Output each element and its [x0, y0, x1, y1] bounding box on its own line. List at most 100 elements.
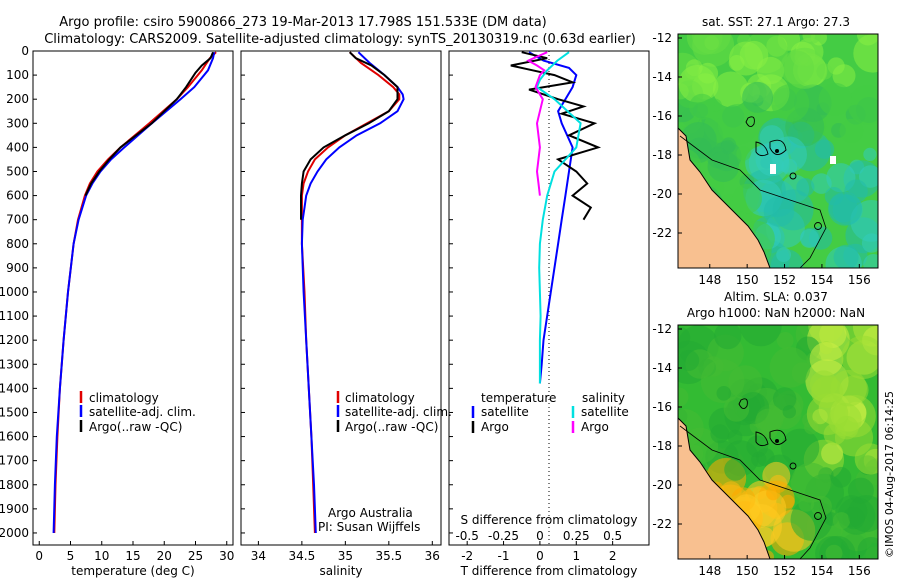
depth-tick-label: 500 — [6, 164, 29, 178]
lat-tick-label: -12 — [652, 31, 672, 45]
sla-shelf-contour — [679, 425, 827, 559]
series-satellite-adj-clim — [52, 51, 216, 534]
field-cell — [770, 136, 807, 173]
lat-tick-label: -14 — [652, 361, 672, 375]
legend-title-temperature: temperature — [481, 391, 556, 405]
field-cell — [776, 332, 794, 349]
field-cell — [832, 64, 856, 88]
field-cell — [853, 34, 878, 73]
x-tick-label: 5 — [67, 549, 75, 563]
lon-tick-label: 154 — [810, 273, 833, 287]
field-cell — [854, 443, 878, 475]
salinity-legend-argo: Argo(..raw -QC) — [345, 420, 438, 434]
field-cell — [828, 402, 862, 437]
depth-tick-label: 700 — [6, 213, 29, 227]
sst-gap-2 — [830, 156, 836, 164]
argo-position-sst — [775, 149, 779, 153]
field-cell — [783, 47, 826, 89]
depth-tick-label: 1400 — [0, 381, 29, 395]
field-cell — [798, 496, 815, 512]
x-tick-label: 35.5 — [375, 549, 402, 563]
field-cell — [816, 63, 833, 80]
depth-tick-label: 0 — [21, 44, 29, 58]
temperature-axis-label: temperature (deg C) — [71, 564, 194, 578]
field-cell — [678, 387, 689, 407]
field-cell — [776, 247, 791, 263]
salinity-plot-frame — [240, 50, 442, 546]
field-cell — [724, 458, 747, 481]
argo-australia-note: Argo Australia — [328, 506, 413, 520]
temperature-series — [52, 51, 217, 534]
field-cell — [800, 229, 819, 248]
salinity-legend: climatology satellite-adj. clim. Argo(..… — [336, 391, 452, 434]
depth-tick-label: 800 — [6, 237, 29, 251]
field-cell — [717, 103, 759, 145]
sst-map-title: sat. SST: 27.1 Argo: 27.3 — [702, 15, 850, 29]
lat-tick-label: -12 — [652, 322, 672, 336]
field-cell — [686, 34, 723, 55]
field-cell — [755, 408, 782, 435]
figure-subtitle: Climatology: CARS2009. Satellite-adjuste… — [44, 32, 636, 47]
temperature-legend-argo: Argo(..raw -QC) — [89, 420, 182, 434]
field-cell — [728, 55, 745, 71]
field-cell — [736, 146, 751, 161]
field-cell — [863, 254, 878, 268]
field-cell — [766, 486, 781, 501]
field-cell — [859, 165, 878, 188]
difference-legend: temperature salinity satellite Argo sate… — [471, 391, 629, 434]
t-difference-axis-label: T difference from climatology — [460, 564, 638, 578]
sla-map-title-1: Altim. SLA: 0.037 — [724, 290, 828, 304]
pi-note: PI: Susan Wijffels — [318, 520, 420, 534]
depth-tick-label: 1200 — [0, 333, 29, 347]
depth-tick-label: 400 — [6, 140, 29, 154]
x-tick-label: 34 — [251, 549, 266, 563]
field-cell — [781, 428, 820, 467]
field-cell — [857, 537, 878, 559]
x-tick-label: 1 — [572, 549, 580, 563]
salinity-panel: 34 34.5 35 35.5 36 salinity climatology sate… — [240, 50, 452, 578]
depth-tick-label: 1900 — [0, 502, 29, 516]
field-cell — [847, 84, 878, 126]
temperature-legend-climatology: climatology — [89, 391, 159, 405]
depth-tick-label: 200 — [6, 92, 29, 106]
sla-reef-contours — [738, 398, 822, 520]
field-cell — [814, 139, 835, 159]
x-tick-label: 20 — [157, 549, 172, 563]
depth-tick-label: 1700 — [0, 454, 29, 468]
s-tick-label: -0.5 — [455, 529, 478, 543]
sla-axes: -12 -14 -16 -18 -20 -22 148 150 152 154 156 — [652, 322, 870, 578]
field-cell — [841, 335, 878, 380]
sst-land — [678, 127, 771, 268]
field-cell — [832, 512, 851, 530]
field-cell — [772, 189, 814, 231]
argo-position-sla — [775, 439, 779, 443]
x-tick-label: 25 — [188, 549, 203, 563]
field-cell — [689, 93, 715, 120]
legend-s-satellite: satellite — [581, 405, 629, 419]
depth-tick-label: 1000 — [0, 285, 29, 299]
salinity-legend-satellite: satellite-adj. clim. — [345, 405, 452, 419]
legend-s-argo: Argo — [581, 420, 609, 434]
s-tick-label: 0 — [536, 529, 544, 543]
depth-tick-label: 2000 — [0, 526, 29, 540]
lon-tick-label: 156 — [848, 564, 871, 578]
s-tick-label: 0.25 — [563, 529, 590, 543]
temperature-legend-satellite: satellite-adj. clim. — [89, 405, 196, 419]
field-cell — [771, 84, 810, 123]
salinity-x-axis: 34 34.5 35 35.5 36 — [251, 541, 440, 563]
salinity-axis-label: salinity — [319, 564, 362, 578]
lon-tick-label: 152 — [773, 564, 796, 578]
depth-tick-label: 100 — [6, 68, 29, 82]
salinity-series — [300, 51, 405, 534]
x-tick-label: 30 — [219, 549, 234, 563]
s-tick-label: -0.25 — [488, 529, 519, 543]
depth-tick-label: 1300 — [0, 357, 29, 371]
x-tick-label: 2 — [609, 549, 617, 563]
field-cell — [732, 183, 762, 214]
x-tick-label: 36 — [425, 549, 440, 563]
field-cell — [720, 139, 735, 155]
field-cell — [782, 405, 796, 419]
series-salinity-satellite — [535, 51, 582, 384]
imos-credit: ©IMOS 04-Aug-2017 06:14:25 — [883, 391, 896, 558]
